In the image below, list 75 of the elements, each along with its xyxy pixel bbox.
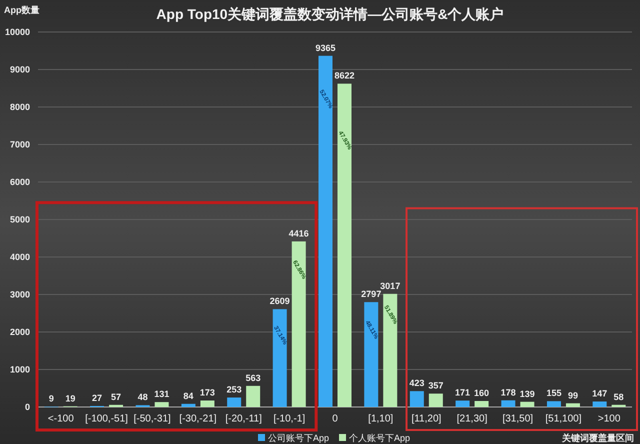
bar [227,398,242,407]
x-tick-label: [-30,-21] [179,414,217,424]
x-tick-label: <-100 [48,414,74,424]
x-tick-label: [-10,-1] [273,414,306,424]
x-axis-title: 关键词覆盖量区间 [561,433,634,443]
y-axis-title: App数量 [4,5,40,15]
data-label: 99 [568,390,578,400]
data-label: 2609 [270,296,290,306]
bar [592,401,607,407]
data-label: 357 [428,380,444,391]
data-label: 9365 [315,42,336,53]
data-label: 563 [246,372,261,383]
x-tick-label: [-100,-51] [85,414,128,424]
bar [181,404,196,407]
data-label: 9 [48,394,54,404]
bar [383,294,398,407]
bar [456,400,470,407]
bar [246,386,260,407]
bar [272,309,287,407]
data-label: 253 [226,384,242,395]
data-label: 8622 [334,70,355,81]
y-tick-label: 1000 [10,364,30,374]
data-label: 173 [200,388,215,398]
bar [546,401,561,407]
bar [318,56,332,407]
bar [364,302,378,407]
data-label: 131 [154,389,170,400]
data-label: 178 [500,387,516,398]
data-label: 147 [592,388,608,398]
x-tick-label: [51,100] [545,414,582,424]
x-tick-label: [31,50] [502,414,534,424]
data-label: 4416 [288,228,309,238]
chart-title: App Top10关键词覆盖数变动详情—公司账号&个人账户 [156,6,504,22]
bar [428,394,443,407]
data-label: 2797 [361,289,382,300]
bar [292,241,306,407]
x-tick-label: [1,10] [368,414,394,424]
bar [566,403,580,407]
bar [338,84,352,407]
y-tick-label: 7000 [10,140,30,150]
legend-label: 个人账号下App [349,433,410,443]
x-tick-label: >100 [598,414,621,424]
y-tick-label: 2000 [10,327,30,337]
data-label: 139 [520,388,535,399]
bar [200,400,214,407]
data-label: 3017 [380,280,400,291]
y-tick-label: 10000 [4,27,30,37]
bar [520,402,534,407]
y-tick-label: 6000 [10,177,30,187]
data-label: 48 [138,392,148,402]
x-tick-label: [-50,-31] [134,414,172,424]
legend-label: 公司账号下App [268,433,330,443]
bar [410,391,424,407]
data-label: 171 [455,388,470,398]
data-label: 160 [474,388,490,398]
x-tick-label: [21,30] [456,414,488,424]
data-label: 155 [546,388,562,398]
y-tick-label: 8000 [10,102,30,112]
y-tick-label: 5000 [10,214,30,224]
data-label: 57 [111,392,122,402]
y-tick-label: 3000 [10,290,30,300]
y-tick-label: 0 [24,402,30,412]
data-label: 84 [183,390,194,401]
data-label: 423 [409,378,424,388]
bar [474,401,489,407]
x-tick-label: [-20,-11] [225,414,262,424]
y-tick-label: 9000 [10,64,30,74]
x-tick-label: [11,20] [411,414,442,424]
y-tick-label: 4000 [10,252,30,262]
bar [154,402,169,407]
data-label: 19 [65,393,76,404]
data-label: 58 [614,392,624,402]
x-tick-label: 0 [332,414,338,424]
data-label: 27 [92,392,102,403]
bar [501,400,516,407]
